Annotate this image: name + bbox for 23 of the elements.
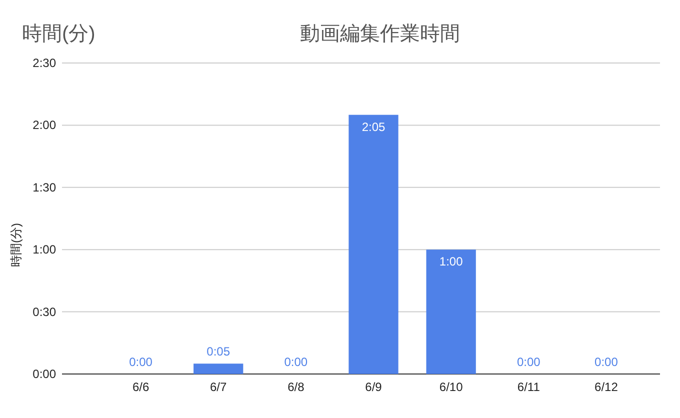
data-label: 2:05 xyxy=(362,120,386,134)
x-tick-label: 6/12 xyxy=(594,380,618,394)
x-tick-label: 6/9 xyxy=(365,380,382,394)
data-label: 0:00 xyxy=(129,355,153,369)
data-label: 1:00 xyxy=(439,254,464,269)
y-tick-label: 0:30 xyxy=(32,304,56,319)
data-label: 0:05 xyxy=(206,344,230,359)
x-tick-label: 6/6 xyxy=(132,380,150,394)
x-tick-label: 6/10 xyxy=(439,380,464,394)
ylabel: 時間(分) xyxy=(9,223,23,267)
y-tick-label: 0:00 xyxy=(32,367,56,381)
x-tick-label: 6/7 xyxy=(210,380,228,394)
annotation: 時間(分) xyxy=(22,23,96,45)
x-tick-label: 6/11 xyxy=(517,380,540,394)
data-label: 0:00 xyxy=(284,355,308,369)
data-label: 0:00 xyxy=(516,355,541,369)
y-tick-label: 1:30 xyxy=(32,180,56,194)
title: 動画編集作業時間 xyxy=(300,23,460,45)
x-tick-label: 6/8 xyxy=(288,380,305,394)
y-tick-label: 2:30 xyxy=(32,56,56,70)
y-tick-label: 1:00 xyxy=(32,242,56,257)
y-tick-label: 2:00 xyxy=(32,118,56,132)
data-label: 0:00 xyxy=(594,355,618,369)
